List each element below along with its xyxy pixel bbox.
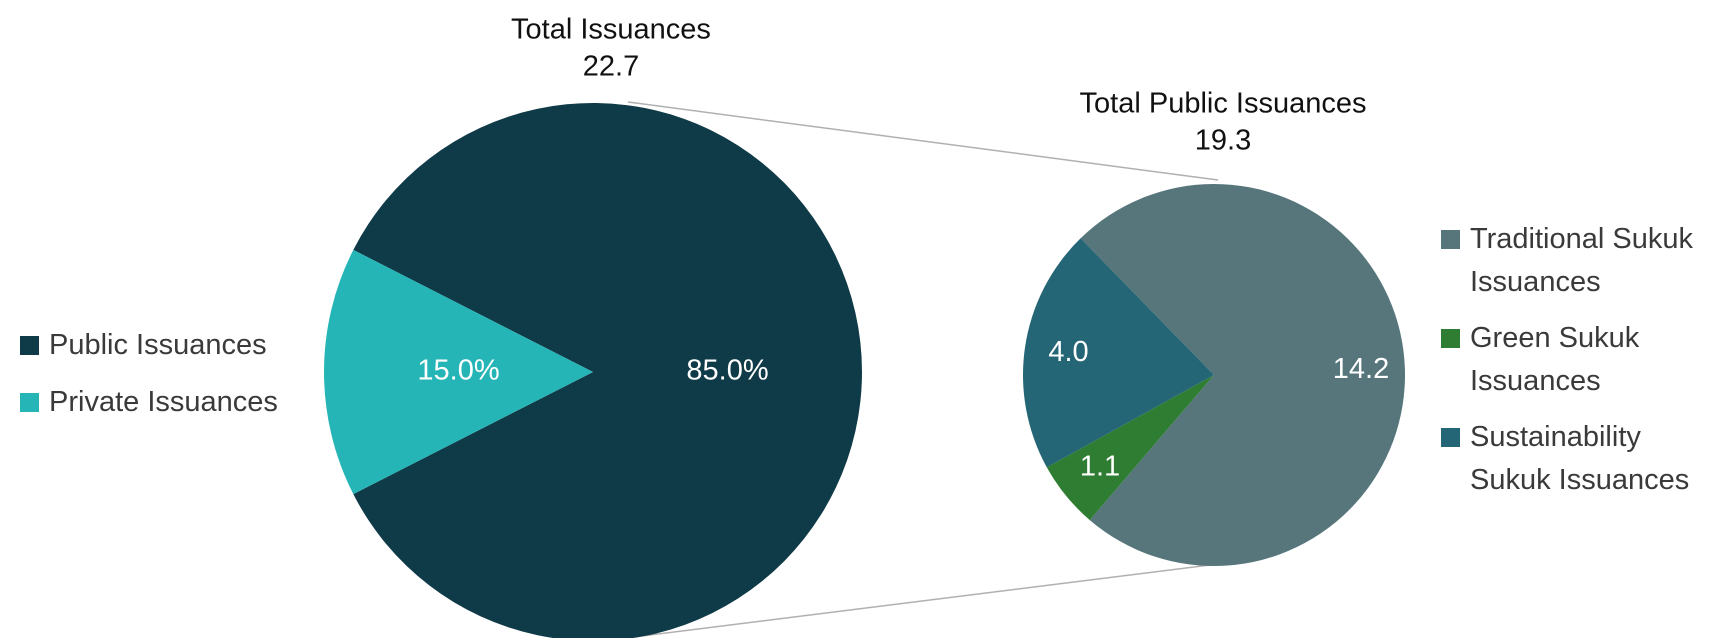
data-label: 15.0% [417, 355, 499, 387]
pie-slice [324, 249, 593, 495]
pie-title: Total Public Issuances [1080, 88, 1367, 120]
data-label: 4.0 [1048, 336, 1088, 368]
pie-slice [1023, 238, 1214, 468]
legend-label: Public Issuances [49, 329, 267, 361]
pie-slice [353, 103, 862, 638]
legend-label: Private Issuances [49, 386, 278, 418]
legend-swatch [20, 393, 39, 412]
pie-total: 22.7 [583, 51, 639, 83]
legend-label: Green Sukuk Issuances [1470, 322, 1640, 397]
pie-total: 19.3 [1195, 125, 1251, 157]
legend-swatch [1441, 428, 1460, 447]
data-label: 85.0% [686, 355, 768, 387]
data-label: 1.1 [1080, 451, 1120, 483]
data-label: 14.2 [1333, 353, 1389, 385]
legend-swatch [20, 336, 39, 355]
connector-line [633, 563, 1219, 638]
pie-slice [1046, 375, 1214, 521]
pie-title: Total Issuances [511, 14, 711, 46]
legend-label: Sustainability Sukuk Issuances [1470, 421, 1690, 496]
connector-line [627, 101, 1219, 181]
legend-swatch [1441, 329, 1460, 348]
legend-swatch [1441, 230, 1460, 249]
legend-label: Traditional Sukuk Issuances [1470, 223, 1693, 298]
pie-slice [1080, 184, 1405, 566]
